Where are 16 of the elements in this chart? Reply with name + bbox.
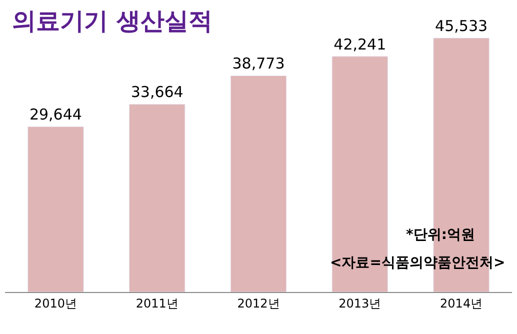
chart-title: 의료기기 생산실적 — [12, 7, 212, 35]
x-tick-label: 2010년 — [34, 296, 77, 310]
x-tick-label: 2014년 — [440, 296, 483, 310]
bar — [128, 104, 186, 292]
bar — [28, 126, 84, 292]
data-label: 38,773 — [232, 54, 285, 73]
data-label: 33,664 — [130, 83, 184, 102]
data-label: 45,533 — [435, 17, 488, 36]
data-label: 42,241 — [334, 35, 386, 54]
bar — [230, 75, 287, 292]
x-tick-label: 2011년 — [136, 296, 178, 310]
x-tick-label: 2013년 — [338, 296, 382, 310]
annotation: <자료=식품의약품안전처> — [330, 255, 506, 271]
annotation: *단위:억원 — [406, 227, 475, 243]
x-tick-label: 2012년 — [237, 296, 280, 310]
data-label: 29,644 — [29, 106, 82, 124]
